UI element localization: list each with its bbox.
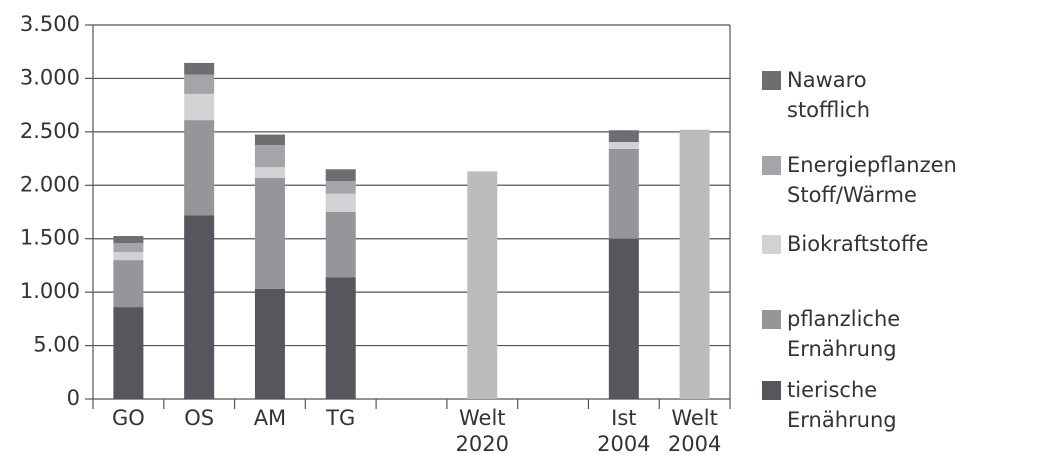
x-tick-label: TG [325, 406, 355, 430]
y-tick-label: 3.000 [20, 65, 80, 89]
bar-segment [325, 212, 356, 278]
bar-segment [254, 288, 285, 399]
x-tick-label: Ist 2004 [597, 406, 650, 455]
bar-segment [325, 193, 356, 212]
x-tick-label: Welt 2020 [456, 406, 509, 455]
y-tick-label: 1.500 [20, 226, 80, 250]
legend-label: Biokraftstoffe [787, 232, 928, 256]
bar-segment [113, 260, 144, 308]
bar-segment [254, 167, 285, 178]
legend-swatch [762, 235, 781, 254]
bar-segment [113, 236, 144, 243]
bar-segment [184, 120, 215, 216]
bar-segment [254, 177, 285, 289]
y-tick-label: 5.00 [33, 333, 80, 357]
y-tick-label: 0 [67, 386, 80, 410]
x-tick-label: OS [184, 406, 214, 430]
bar-segment [113, 242, 144, 253]
y-tick-label: 3.500 [20, 12, 80, 36]
legend-swatch [762, 156, 781, 175]
legend-swatch [762, 310, 781, 329]
x-tick-label: AM [254, 406, 286, 430]
bar-segment [184, 74, 215, 94]
bar-segment [113, 252, 144, 261]
bar-segment [325, 277, 356, 399]
legend-swatch [762, 381, 781, 400]
bar-segment [184, 62, 215, 75]
legend-label: Energiepflanzen Stoff/Wärme [787, 153, 957, 207]
bar-segment [467, 171, 498, 399]
legend-swatch [762, 71, 781, 90]
y-tick-label: 2.500 [20, 119, 80, 143]
bar-segment [608, 130, 639, 143]
x-tick-label: GO [112, 406, 145, 430]
legend-label: Nawaro stofflich [787, 68, 870, 122]
bar-segment [325, 181, 356, 194]
bar-segment [254, 145, 285, 168]
bar-segment [184, 215, 215, 399]
bar-segment [325, 169, 356, 182]
bar-segment [254, 134, 285, 146]
bar-segment [113, 307, 144, 399]
y-tick-label: 1.000 [20, 279, 80, 303]
bar-segment [608, 142, 639, 149]
bar-segment [608, 148, 639, 239]
bar-segment [679, 129, 710, 399]
legend-label: tierische Ernährung [787, 378, 897, 432]
legend-label: pflanzliche Ernährung [787, 307, 900, 361]
x-tick-label: Welt 2004 [668, 406, 721, 455]
bar-segment [608, 238, 639, 399]
y-tick-label: 2.000 [20, 172, 80, 196]
bar-segment [184, 93, 215, 121]
